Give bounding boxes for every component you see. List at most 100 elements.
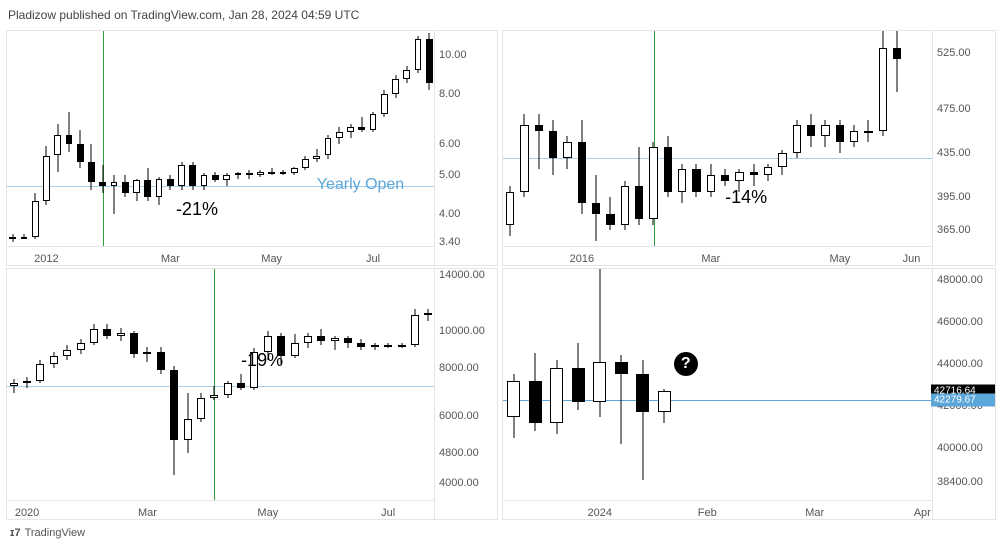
candle	[615, 269, 628, 501]
candle	[197, 269, 205, 501]
x-tick: Mar	[138, 507, 157, 519]
annotation: Yearly Open	[317, 176, 404, 194]
candle	[392, 31, 399, 247]
candle	[77, 269, 85, 501]
candle	[264, 269, 272, 501]
candle	[167, 31, 174, 247]
candle	[721, 31, 730, 247]
candle	[807, 31, 816, 247]
candle	[371, 269, 379, 501]
x-tick: 2024	[588, 507, 612, 519]
y-tick: 475.00	[933, 103, 995, 115]
candle	[658, 269, 671, 501]
y-tick: 4000.00	[435, 477, 497, 489]
y-axis: 38400.0040000.0042000.0044000.0046000.00…	[932, 269, 995, 519]
chart-panel-p2020[interactable]: -19%4000.004800.006000.008000.0010000.00…	[6, 268, 498, 520]
annotation: -21%	[176, 199, 218, 220]
x-tick: May	[829, 253, 850, 265]
candle	[223, 31, 230, 247]
candle	[411, 269, 419, 501]
chart-panel-p2016[interactable]: -14% 365.00395.00435.00475.00525.00 2016 Ma…	[502, 30, 996, 266]
candle	[257, 31, 264, 247]
annotation: -14%	[725, 187, 767, 208]
candle	[358, 31, 365, 247]
candle	[103, 269, 111, 501]
y-tick: 8000.00	[435, 362, 497, 374]
x-tick: 2016	[570, 253, 594, 265]
candle	[23, 269, 31, 501]
candle	[606, 31, 615, 247]
x-tick: Mar	[161, 253, 180, 265]
y-tick: 4800.00	[435, 447, 497, 459]
candle	[268, 31, 275, 247]
candle	[111, 31, 118, 247]
yearly-open-line	[503, 400, 933, 401]
candle	[593, 269, 606, 501]
candle	[157, 269, 165, 501]
y-tick: 38400.00	[933, 476, 995, 488]
candle	[381, 31, 388, 247]
candle	[184, 269, 192, 501]
chart-panel-p2012[interactable]: -21% Yearly Open 3.404.005.006.008.0010.00…	[6, 30, 498, 266]
candle	[864, 31, 873, 247]
candle	[403, 31, 410, 247]
candle	[635, 31, 644, 247]
candle	[304, 269, 312, 501]
candle	[347, 31, 354, 247]
x-axis: 2016MarMayJun	[503, 246, 933, 265]
candle	[50, 269, 58, 501]
y-tick: 46000.00	[933, 316, 995, 328]
candle	[66, 31, 73, 247]
candle	[549, 31, 558, 247]
candle	[664, 31, 673, 247]
candle	[520, 31, 529, 247]
candle	[170, 269, 178, 501]
x-tick: 2012	[34, 253, 58, 265]
candle	[88, 31, 95, 247]
candle	[821, 31, 830, 247]
y-axis: 4000.004800.006000.008000.0010000.001400…	[434, 269, 497, 519]
candle	[90, 269, 98, 501]
x-tick: May	[257, 507, 278, 519]
candle	[10, 269, 18, 501]
y-axis: 365.00395.00435.00475.00525.00	[932, 31, 995, 265]
y-tick: 40000.00	[933, 442, 995, 454]
y-tick: 10000.00	[435, 325, 497, 337]
candle	[793, 31, 802, 247]
y-tick: 365.00	[933, 224, 995, 236]
candle	[224, 269, 232, 501]
candle	[313, 31, 320, 247]
chart-panel-p2024[interactable]: ?38400.0040000.0042000.0044000.0046000.0…	[502, 268, 996, 520]
candle	[424, 269, 432, 501]
candle	[370, 31, 377, 247]
x-axis: 2012MarMayJul	[7, 246, 435, 265]
y-tick: 5.00	[435, 169, 497, 181]
annotation: -19%	[241, 350, 283, 371]
candle	[32, 31, 39, 247]
candle	[636, 269, 649, 501]
candle	[506, 31, 515, 247]
candle	[250, 269, 258, 501]
y-axis: 3.404.005.006.008.0010.00	[434, 31, 497, 265]
candle	[692, 31, 701, 247]
candle	[130, 269, 138, 501]
candle	[325, 31, 332, 247]
x-tick: Feb	[698, 507, 717, 519]
candle	[415, 31, 422, 247]
x-tick: 2020	[15, 507, 39, 519]
candle	[621, 31, 630, 247]
candle	[302, 31, 309, 247]
candle	[344, 269, 352, 501]
y-tick: 8.00	[435, 88, 497, 100]
candle	[384, 269, 392, 501]
branding: ɪ7TradingView	[10, 527, 85, 539]
candle	[144, 31, 151, 247]
candle	[563, 31, 572, 247]
candle	[426, 31, 433, 247]
candle	[357, 269, 365, 501]
candle	[210, 269, 218, 501]
candle	[331, 269, 339, 501]
candle	[550, 269, 563, 501]
x-tick: Jun	[903, 253, 921, 265]
candle	[54, 31, 61, 247]
